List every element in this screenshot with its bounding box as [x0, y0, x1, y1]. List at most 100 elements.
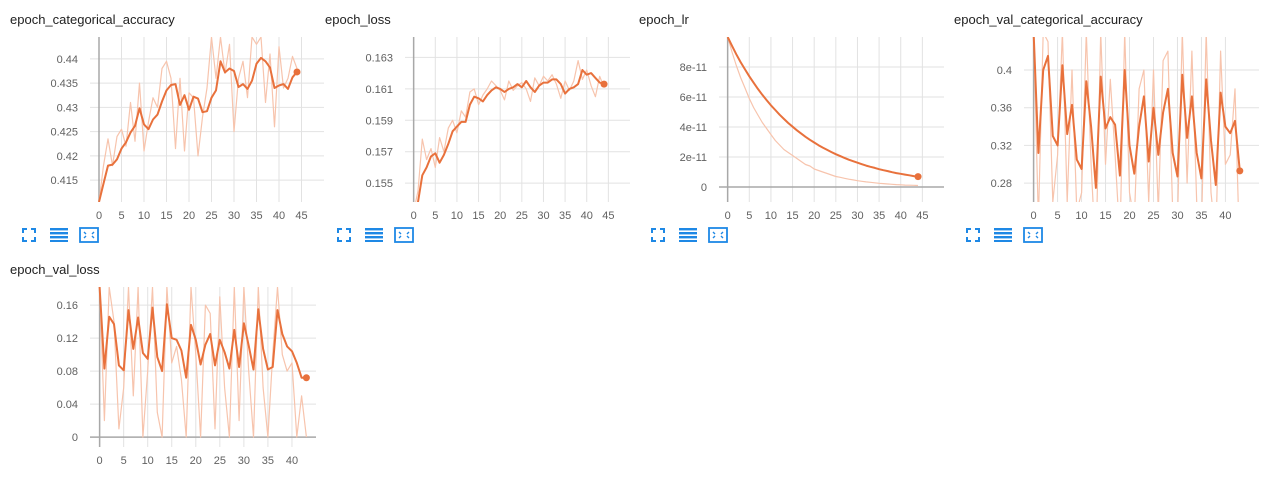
series-end-marker: [293, 68, 301, 76]
y-tick-label: 0: [72, 432, 78, 444]
data-download-icon[interactable]: [992, 225, 1014, 245]
x-tick-label: 5: [432, 210, 438, 222]
chart-title: epoch_loss: [325, 12, 391, 27]
y-tick-label: 0.415: [50, 175, 78, 187]
x-tick-label: 25: [830, 210, 842, 222]
x-tick-label: 40: [581, 210, 593, 222]
chart-card-0: epoch_categorical_accuracy 0 5 10 15 20 25 30 35…: [10, 12, 326, 245]
fit-domain-icon[interactable]: [78, 225, 100, 245]
y-tick-label: 0.42: [57, 151, 78, 163]
x-tick-label: 20: [1123, 210, 1135, 222]
y-tick-label: 0.43: [57, 102, 78, 114]
y-tick-label: 0.155: [365, 178, 393, 190]
x-tick-label: 25: [214, 455, 226, 467]
x-tick-label: 40: [895, 210, 907, 222]
chart-title: epoch_val_loss: [10, 262, 100, 277]
chart-title: epoch_categorical_accuracy: [10, 12, 175, 27]
y-tick-label: 0.32: [991, 140, 1012, 152]
chart-plot[interactable]: 0 5 10 15 20 25 30 35 40 0.28 0.32 0.36 0.4: [954, 12, 1270, 227]
x-tick-label: 40: [273, 210, 285, 222]
x-tick-label: 0: [725, 210, 731, 222]
x-tick-label: 10: [138, 210, 150, 222]
x-tick-label: 15: [786, 210, 798, 222]
chart-plot[interactable]: 0 5 10 15 20 25 30 35 40 0 0.04 0.08 0.12 0.16: [10, 262, 326, 477]
x-tick-label: 5: [746, 210, 752, 222]
y-tick-label: 0.04: [57, 399, 78, 411]
chart-card-3: epoch_val_categorical_accuracy 0 5 10 15 20 25…: [954, 12, 1270, 245]
y-tick-label: 0.36: [991, 103, 1012, 115]
x-tick-label: 25: [205, 210, 217, 222]
x-tick-label: 40: [1219, 210, 1231, 222]
x-tick-label: 45: [295, 210, 307, 222]
fit-domain-icon[interactable]: [393, 225, 415, 245]
fit-domain-icon[interactable]: [707, 225, 729, 245]
series-end-marker: [914, 173, 922, 181]
y-tick-label: 0.4: [997, 65, 1012, 77]
x-tick-label: 15: [166, 455, 178, 467]
series-line-smoothed: [1032, 37, 1241, 189]
x-tick-label: 5: [1055, 210, 1061, 222]
x-tick-label: 15: [472, 210, 484, 222]
fit-domain-icon[interactable]: [1022, 225, 1044, 245]
series-line-raw: [98, 37, 298, 202]
y-tick-label: 0.44: [57, 54, 78, 66]
y-tick-label: 6e-11: [680, 92, 707, 104]
chart-toolbar: [962, 225, 1044, 245]
x-tick-label: 5: [118, 210, 124, 222]
x-tick-label: 10: [765, 210, 777, 222]
fullscreen-icon[interactable]: [647, 225, 669, 245]
y-tick-label: 0.12: [57, 333, 78, 345]
series-line-raw: [415, 60, 605, 202]
fullscreen-icon[interactable]: [333, 225, 355, 245]
x-tick-label: 35: [250, 210, 262, 222]
chart-toolbar: [18, 225, 100, 245]
x-tick-label: 45: [602, 210, 614, 222]
x-tick-label: 35: [559, 210, 571, 222]
x-tick-label: 35: [1195, 210, 1207, 222]
y-tick-label: 0.28: [991, 178, 1012, 190]
x-tick-label: 10: [142, 455, 154, 467]
x-tick-label: 10: [451, 210, 463, 222]
x-tick-label: 30: [851, 210, 863, 222]
x-tick-label: 35: [262, 455, 274, 467]
chart-plot[interactable]: 0 5 10 15 20 25 30 35 40 45 0.415 0.42 0.425 0.43 0.43…: [10, 12, 326, 227]
data-download-icon[interactable]: [48, 225, 70, 245]
x-tick-label: 20: [808, 210, 820, 222]
y-tick-label: 8e-11: [680, 62, 707, 74]
y-tick-label: 0.159: [365, 115, 393, 127]
x-tick-label: 5: [121, 455, 127, 467]
x-tick-label: 15: [1099, 210, 1111, 222]
fullscreen-icon[interactable]: [18, 225, 40, 245]
y-tick-label: 0.435: [50, 78, 78, 90]
x-tick-label: 20: [494, 210, 506, 222]
x-tick-label: 30: [1171, 210, 1183, 222]
chart-title: epoch_lr: [639, 12, 689, 27]
x-tick-label: 25: [1147, 210, 1159, 222]
fullscreen-icon[interactable]: [962, 225, 984, 245]
y-tick-label: 0.08: [57, 366, 78, 378]
x-tick-label: 45: [916, 210, 928, 222]
x-tick-label: 0: [96, 210, 102, 222]
data-download-icon[interactable]: [677, 225, 699, 245]
x-tick-label: 0: [411, 210, 417, 222]
y-tick-label: 0: [701, 182, 707, 194]
series-end-marker: [1236, 167, 1244, 175]
chart-title: epoch_val_categorical_accuracy: [954, 12, 1143, 27]
series-line-smoothed: [98, 56, 298, 202]
y-tick-label: 0.425: [50, 127, 78, 139]
series-end-marker: [600, 80, 608, 88]
x-tick-label: 30: [537, 210, 549, 222]
chart-toolbar: [647, 225, 729, 245]
x-tick-label: 20: [183, 210, 195, 222]
chart-card-2: epoch_lr 0 5 10 15 20 25 30 35 40 45 0 2e-11 4e-11 6e-…: [639, 12, 955, 245]
series-line-smoothed: [416, 69, 605, 202]
series-line-raw: [727, 37, 919, 187]
chart-plot[interactable]: 0 5 10 15 20 25 30 35 40 45 0 2e-11 4e-11 6e-11 8e-11: [639, 12, 955, 227]
chart-plot[interactable]: 0 5 10 15 20 25 30 35 40 45 0.155 0.157 0.159 0.161 0.…: [325, 12, 641, 227]
x-tick-label: 20: [190, 455, 202, 467]
data-download-icon[interactable]: [363, 225, 385, 245]
y-tick-label: 0.16: [57, 300, 78, 312]
series-end-marker: [302, 374, 310, 382]
x-tick-label: 0: [1031, 210, 1037, 222]
y-tick-label: 4e-11: [680, 122, 707, 134]
